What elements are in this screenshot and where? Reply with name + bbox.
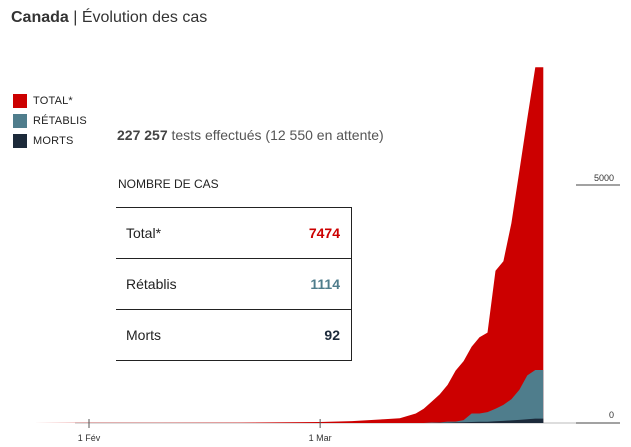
title-country: Canada <box>11 9 69 26</box>
y-tick-label-0: 0 <box>609 410 614 420</box>
row-value-total: 7474 <box>254 207 352 259</box>
chart-title: Canada | Évolution des cas <box>11 9 207 27</box>
legend-label-deaths: MORTS <box>33 135 74 147</box>
legend-item-deaths: MORTS <box>13 131 87 151</box>
x-tick-feb-label: 1 Fév <box>78 433 101 443</box>
row-label-deaths: Morts <box>116 309 255 361</box>
series-area-deaths <box>33 418 544 423</box>
row-label-recovered: Rétablis <box>116 258 255 310</box>
tests-summary: 227 257 tests effectués (12 550 en atten… <box>117 127 384 143</box>
table-row-deaths: Morts 92 <box>116 309 352 361</box>
y-tick-label-5000: 5000 <box>594 173 614 183</box>
row-value-recovered: 1114 <box>254 258 352 310</box>
legend-swatch-total <box>13 94 27 108</box>
x-tick-mar-label: 1 Mar <box>309 433 332 443</box>
legend-label-recovered: RÉTABLIS <box>33 115 87 127</box>
cases-table: Total* 7474 Rétablis 1114 Morts 92 <box>116 207 352 361</box>
row-label-total: Total* <box>116 207 255 259</box>
series-area-total <box>33 67 544 423</box>
legend-item-recovered: RÉTABLIS <box>13 111 87 131</box>
tests-count: 227 257 <box>117 127 168 143</box>
title-subtitle: Évolution des cas <box>81 9 208 26</box>
legend-item-total: TOTAL* <box>13 91 87 111</box>
cases-table-title: NOMBRE DE CAS <box>118 177 219 191</box>
row-value-deaths: 92 <box>254 309 352 361</box>
legend-swatch-recovered <box>13 114 27 128</box>
legend-label-total: TOTAL* <box>33 95 73 107</box>
tests-text: tests effectués (12 550 en attente) <box>167 127 384 143</box>
title-separator: | <box>73 9 78 26</box>
series-area-recovered <box>33 370 544 423</box>
legend: TOTAL* RÉTABLIS MORTS <box>13 91 87 151</box>
table-row-recovered: Rétablis 1114 <box>116 258 352 310</box>
legend-swatch-deaths <box>13 134 27 148</box>
table-row-total: Total* 7474 <box>116 207 352 259</box>
